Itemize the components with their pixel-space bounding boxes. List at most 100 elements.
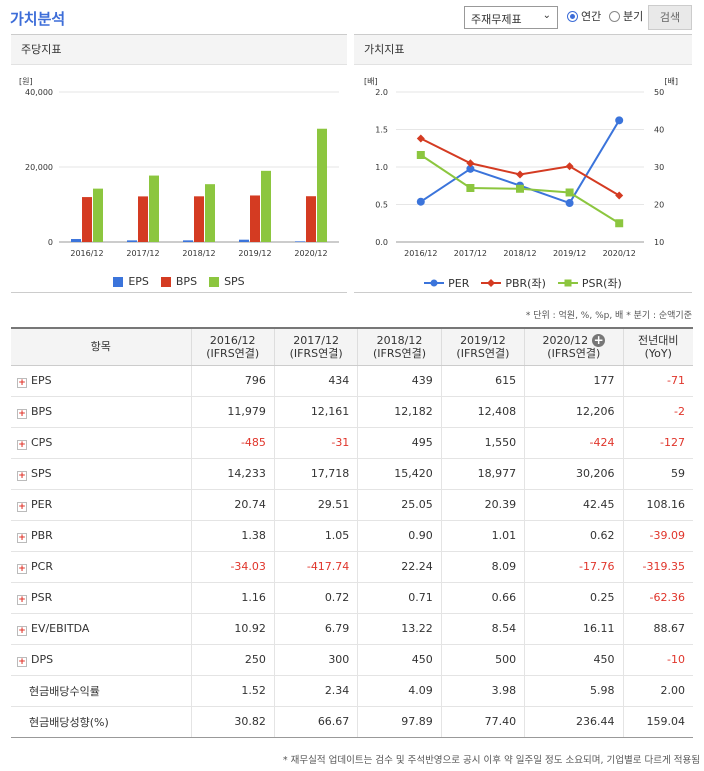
expand-plus-icon[interactable]: + <box>17 594 27 605</box>
row-label: 현금배당성향(%) <box>11 706 191 738</box>
footnote: * 재무실적 업데이트는 검수 및 주석반영으로 공시 이후 약 일주일 정도 … <box>282 755 700 766</box>
y-tick-label: 20,000 <box>25 163 53 172</box>
expand-plus-icon[interactable]: + <box>17 470 27 481</box>
table-row: + PBR 1.38 1.05 0.90 1.01 0.62 -39.09 <box>11 520 693 552</box>
point-pbr <box>466 159 475 168</box>
legend-label: SPS <box>224 275 245 288</box>
bar-bps <box>138 196 148 242</box>
legend-item[interactable]: EPS <box>113 275 149 288</box>
radio-annual[interactable]: 연간 <box>567 8 601 24</box>
row-label[interactable]: + PCR <box>11 551 191 583</box>
expand-plus-icon[interactable]: + <box>17 408 27 419</box>
row-label[interactable]: + EV/EBITDA <box>11 613 191 645</box>
row-label[interactable]: + CPS <box>11 427 191 459</box>
table-cell: 500 <box>440 644 525 676</box>
yoy-cell: -71 <box>622 365 693 397</box>
table-cell: 1.38 <box>190 520 275 552</box>
expand-plus-icon[interactable]: + <box>17 439 27 450</box>
legend-label: EPS <box>128 275 149 288</box>
point-pbr <box>516 170 524 179</box>
per-share-bar-chart: [원] 0 20,000 40,000 2016/12 2017/12 2018/12 201… <box>19 77 339 258</box>
valuation-panel: 가치지표 [배] [배] 0.0 0.5 1.0 1.5 2.0 10 20 30 40 50 2016… <box>354 34 692 293</box>
table-header-row: 항목 2016/12 (IFRS연결) 2017/12 (IFRS연결) 2018/… <box>11 327 693 366</box>
row-label[interactable]: + SPS <box>11 458 191 490</box>
row-label[interactable]: + PSR <box>11 582 191 614</box>
radio-quarter-label: 분기 <box>623 10 644 23</box>
row-label[interactable]: + DPS <box>11 644 191 676</box>
y-tick-label-left: 0.5 <box>375 201 388 210</box>
bar-eps <box>239 239 249 242</box>
x-tick-label: 2016/12 <box>404 249 437 258</box>
y-tick-label-right: 30 <box>654 163 664 172</box>
search-button[interactable]: 검색 <box>648 5 692 30</box>
expand-plus-icon[interactable]: + <box>17 501 27 512</box>
table-cell: 236.44 <box>524 706 623 738</box>
legend-item[interactable]: PER <box>424 275 469 291</box>
yoy-cell: 108.16 <box>622 489 693 521</box>
yoy-cell: 59 <box>622 458 693 490</box>
table-cell: 450 <box>357 644 442 676</box>
row-label-text: PBR <box>31 528 53 542</box>
legend-item[interactable]: SPS <box>209 275 245 288</box>
legend-swatch <box>209 276 220 287</box>
legend-item[interactable]: PSR(좌) <box>557 275 622 291</box>
legend-swatch <box>113 276 124 287</box>
add-column-icon[interactable]: + <box>592 332 606 347</box>
radio-quarter[interactable]: 분기 <box>609 8 643 24</box>
table-row: + EV/EBITDA 10.92 6.79 13.22 8.54 16.11 88.67 <box>11 613 693 645</box>
point-pbr <box>615 191 624 200</box>
table-cell: 12,182 <box>357 396 442 428</box>
panel-title-valuation: 가치지표 <box>354 35 692 65</box>
table-row: + EPS 796 434 439 615 177 -71 <box>11 365 693 397</box>
row-label-text: DPS <box>31 652 54 666</box>
row-label[interactable]: + PER <box>11 489 191 521</box>
table-cell: 439 <box>357 365 442 397</box>
table-cell: 5.98 <box>524 675 623 707</box>
expand-plus-icon[interactable]: + <box>17 377 27 388</box>
legend-label: PSR(좌) <box>581 277 622 290</box>
bar-sps <box>205 184 215 242</box>
valuation-table: 항목 2016/12 (IFRS연결) 2017/12 (IFRS연결) 2018/… <box>11 327 693 738</box>
table-cell: 22.24 <box>357 551 442 583</box>
legend-item[interactable]: BPS <box>160 275 197 288</box>
bar-eps <box>183 240 193 242</box>
row-label[interactable]: + BPS <box>11 396 191 428</box>
table-row: + PSR 1.16 0.72 0.71 0.66 0.25 -62.36 <box>11 582 693 614</box>
expand-plus-icon[interactable]: + <box>17 656 27 667</box>
bar-chart-legend: EPS BPS SPS <box>11 275 347 288</box>
legend-label: PBR(좌) <box>505 277 546 290</box>
expand-plus-icon[interactable]: + <box>17 625 27 636</box>
table-cell: 11,979 <box>190 396 275 428</box>
expand-plus-icon[interactable]: + <box>17 532 27 543</box>
table-cell: 20.74 <box>190 489 275 521</box>
unit-note: * 단위 : 억원, %, %p, 배 * 분기 : 순액기준 <box>525 311 692 321</box>
table-cell: -424 <box>524 427 623 459</box>
table-cell: 8.09 <box>440 551 525 583</box>
yoy-cell: 88.67 <box>622 613 693 645</box>
row-label-text: PCR <box>31 559 53 573</box>
row-label[interactable]: + EPS <box>11 365 191 397</box>
table-row: 현금배당수익률 1.52 2.34 4.09 3.98 5.98 2.00 <box>11 675 693 707</box>
table-cell: 20.39 <box>440 489 525 521</box>
table-cell: 3.98 <box>440 675 525 707</box>
expand-plus-icon[interactable]: + <box>17 563 27 574</box>
table-row: + BPS 11,979 12,161 12,182 12,408 12,206 -2 <box>11 396 693 428</box>
y-tick-label: 0 <box>48 238 53 247</box>
table-cell: 300 <box>273 644 358 676</box>
table-cell: 434 <box>273 365 358 397</box>
x-tick-label: 2019/12 <box>553 249 586 258</box>
bar-bps <box>82 197 92 242</box>
table-cell: 1.52 <box>190 675 275 707</box>
table-cell: -485 <box>190 427 275 459</box>
y-tick-label-right: 10 <box>654 238 664 247</box>
statement-type-select[interactable]: 주재무제표 ⌄ <box>464 6 558 29</box>
row-label-text: PSR <box>31 590 53 604</box>
y-tick-label-left: 1.0 <box>375 163 388 172</box>
legend-marker-psr <box>557 279 578 287</box>
table-row: + SPS 14,233 17,718 15,420 18,977 30,206 59 <box>11 458 693 490</box>
bar-bps <box>306 196 316 242</box>
header-year-3: 2019/12 (IFRS연결) <box>440 327 525 366</box>
table-cell: 615 <box>440 365 525 397</box>
legend-item[interactable]: PBR(좌) <box>481 275 546 291</box>
row-label[interactable]: + PBR <box>11 520 191 552</box>
